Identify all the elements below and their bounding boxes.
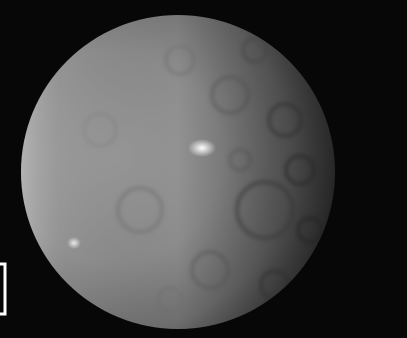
frame-edge bbox=[0, 262, 7, 316]
limb-shading bbox=[21, 15, 335, 329]
bright-spot bbox=[67, 237, 81, 249]
bright-spot bbox=[188, 139, 216, 157]
